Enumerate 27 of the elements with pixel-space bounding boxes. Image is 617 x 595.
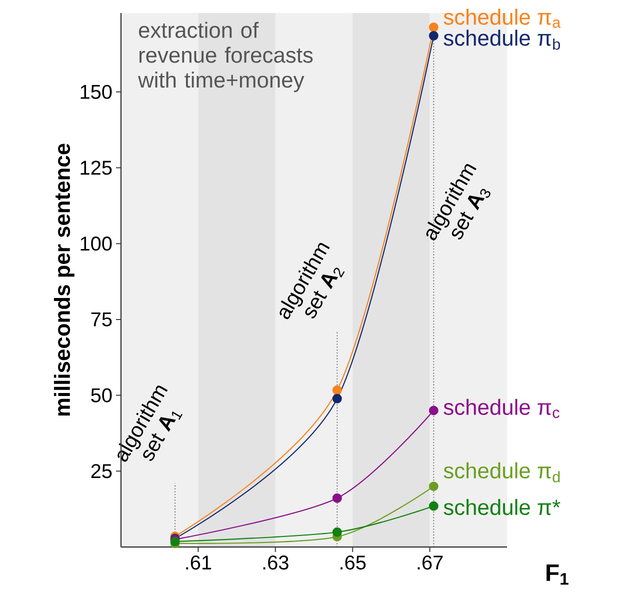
series-label: schedule π$_{c}$ [444, 398, 560, 418]
y-tick-label: 125 [80, 160, 112, 175]
point [428, 22, 438, 32]
x-tick-label: .67 [418, 556, 443, 570]
y-tick-label: 25 [91, 464, 112, 478]
y-tick-label: 75 [91, 312, 112, 326]
point [332, 493, 342, 503]
annotation: extraction of revenue forecasts with time+money [138, 22, 313, 92]
x-axis-title: F$_{1}$ [546, 564, 568, 585]
y-axis-title: milliseconds per sentence [54, 144, 74, 416]
x-tick-label: .63 [263, 556, 288, 570]
x-tick-label: .65 [340, 556, 366, 570]
y-tick-label: 150 [80, 84, 112, 99]
y-tick-label: 100 [80, 236, 112, 251]
series-label: schedule π$_{d}$ [444, 462, 560, 482]
point [428, 482, 438, 492]
y-tick-label: 50 [91, 388, 112, 402]
series-label: schedule π* [444, 498, 560, 516]
series-label: schedule π$_{a}$ [444, 8, 561, 28]
x-tick-label: .61 [186, 556, 212, 570]
point [332, 385, 342, 395]
point [332, 527, 342, 537]
series-label: schedule π$_{b}$ [444, 30, 560, 50]
point [428, 31, 438, 40]
point [428, 406, 438, 416]
point [332, 394, 342, 404]
point [428, 501, 438, 511]
